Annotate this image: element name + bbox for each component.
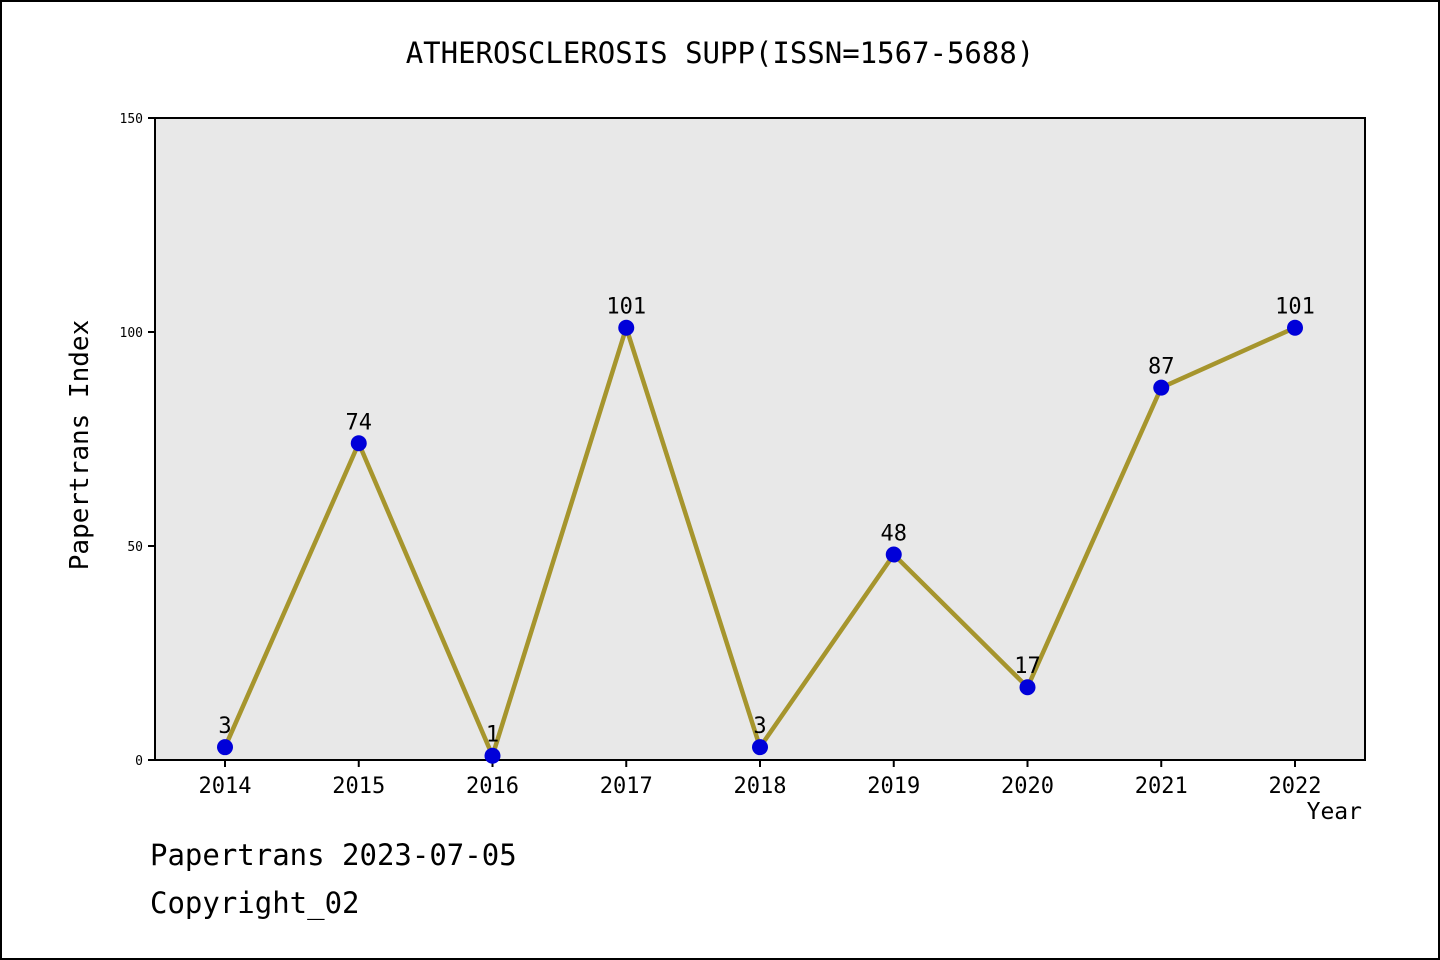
- data-point-marker: [885, 546, 902, 563]
- x-tick-label: 2020: [1001, 774, 1054, 799]
- footer-copyright: Copyright_02: [150, 886, 360, 920]
- x-tick-label: 2019: [867, 774, 920, 799]
- data-point-label: 101: [1275, 295, 1315, 320]
- data-point-label: 17: [1014, 654, 1041, 679]
- data-point-label: 74: [346, 410, 373, 435]
- plot-area: [154, 117, 1366, 761]
- x-tick-label: 2014: [199, 774, 252, 799]
- data-point-marker: [217, 739, 233, 756]
- x-tick-label: 2016: [466, 774, 519, 799]
- data-point-marker: [350, 435, 367, 452]
- data-point-label: 101: [606, 295, 646, 320]
- x-tick-label: 2017: [600, 774, 653, 799]
- data-point-marker: [752, 739, 768, 756]
- y-tick-label: 100: [120, 326, 143, 341]
- x-tick-label: 2021: [1135, 774, 1188, 799]
- data-point-label: 48: [881, 522, 908, 547]
- x-tick-label: 2015: [332, 774, 385, 799]
- data-point-marker: [1019, 679, 1036, 696]
- data-point-label: 1: [486, 723, 499, 748]
- data-point-label: 3: [218, 714, 231, 739]
- data-point-marker: [484, 747, 501, 764]
- data-point-marker: [618, 319, 635, 336]
- y-tick-label: 0: [135, 754, 143, 769]
- x-tick-label: 2022: [1269, 774, 1322, 799]
- footer-date: Papertrans 2023-07-05: [150, 838, 517, 872]
- x-axis-label: Year: [1306, 799, 1362, 825]
- data-point-marker: [1153, 379, 1170, 396]
- x-tick-label: 2018: [734, 774, 787, 799]
- data-point-label: 87: [1148, 355, 1175, 380]
- chart-title: ATHEROSCLEROSIS SUPP(ISSN=1567-5688): [405, 36, 1035, 70]
- data-point-label: 3: [753, 714, 766, 739]
- y-tick-label: 50: [127, 540, 143, 555]
- y-tick-label: 150: [120, 112, 143, 127]
- data-point-marker: [1287, 319, 1303, 336]
